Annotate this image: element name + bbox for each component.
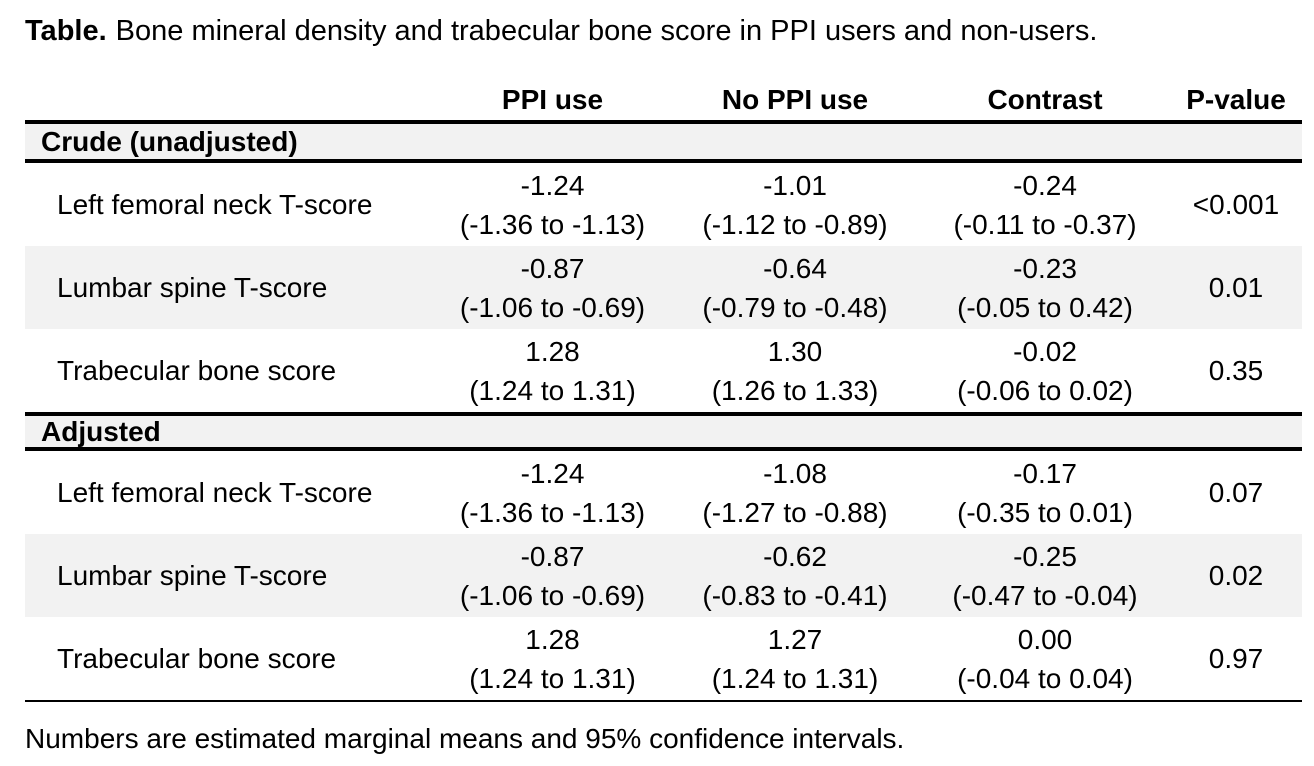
confidence-interval: (-1.27 to -0.88): [702, 496, 888, 528]
estimate-value: -0.17: [1013, 457, 1077, 489]
data-table: PPI use No PPI use Contrast P-value Crud…: [25, 80, 1302, 702]
estimate-value: -0.02: [1013, 335, 1077, 367]
cell-p-value: <0.001: [1192, 188, 1280, 220]
confidence-interval: (-1.12 to -0.89): [702, 208, 888, 240]
cell-ppi-use: 1.28 (1.24 to 1.31): [435, 332, 670, 410]
section-header-crude: Crude (unadjusted): [25, 124, 1302, 163]
cell-contrast: -0.23 (-0.05 to 0.42): [920, 249, 1170, 327]
confidence-interval: (-1.06 to -0.69): [459, 579, 646, 611]
row-label: Trabecular bone score: [57, 354, 337, 386]
cell-p-value: 0.07: [1208, 476, 1264, 508]
cell-p-value: 0.35: [1208, 354, 1264, 386]
table-row: Lumbar spine T-score -0.87 (-1.06 to -0.…: [25, 246, 1302, 329]
cell-p-value: 0.01: [1208, 271, 1264, 303]
estimate-value: -0.23: [1013, 252, 1077, 284]
estimate-value: -1.24: [520, 169, 585, 201]
estimate-value: -0.62: [763, 540, 827, 572]
table-row: Trabecular bone score 1.28 (1.24 to 1.31…: [25, 329, 1302, 412]
estimate-value: 1.28: [525, 623, 580, 655]
cell-no-ppi-use: -1.08 (-1.27 to -0.88): [670, 454, 920, 532]
estimate-value: -0.25: [1013, 540, 1077, 572]
estimate-value: -1.01: [763, 169, 827, 201]
cell-contrast: -0.24 (-0.11 to -0.37): [920, 166, 1170, 244]
table-header-row: PPI use No PPI use Contrast P-value: [25, 80, 1302, 124]
cell-no-ppi-use: -0.64 (-0.79 to -0.48): [670, 249, 920, 327]
confidence-interval: (1.26 to 1.33): [711, 374, 879, 406]
estimate-value: -0.87: [520, 540, 585, 572]
cell-ppi-use: -0.87 (-1.06 to -0.69): [435, 249, 670, 327]
row-label: Trabecular bone score: [57, 642, 337, 674]
estimate-value: 1.30: [767, 335, 823, 367]
row-label: Lumbar spine T-score: [57, 559, 328, 591]
confidence-interval: (-0.05 to 0.42): [957, 291, 1133, 323]
cell-p-value: 0.97: [1208, 642, 1264, 674]
cell-no-ppi-use: 1.30 (1.26 to 1.33): [670, 332, 920, 410]
table-caption: Table. Bone mineral density and trabecula…: [25, 12, 1097, 50]
estimate-value: -0.64: [763, 252, 827, 284]
confidence-interval: (-0.47 to -0.04): [952, 579, 1138, 611]
cell-contrast: -0.02 (-0.06 to 0.02): [920, 332, 1170, 410]
cell-ppi-use: 1.28 (1.24 to 1.31): [435, 620, 670, 698]
cell-ppi-use: -1.24 (-1.36 to -1.13): [435, 454, 670, 532]
estimate-value: 1.27: [767, 623, 823, 655]
cell-ppi-use: -0.87 (-1.06 to -0.69): [435, 537, 670, 615]
cell-contrast: -0.17 (-0.35 to 0.01): [920, 454, 1170, 532]
confidence-interval: (1.24 to 1.31): [469, 374, 636, 406]
cell-p-value: 0.02: [1208, 559, 1264, 591]
estimate-value: 0.00: [1017, 623, 1073, 655]
section-header-adjusted: Adjusted: [25, 412, 1302, 451]
table-row: Left femoral neck T-score -1.24 (-1.36 t…: [25, 451, 1302, 534]
confidence-interval: (-0.11 to -0.37): [953, 208, 1137, 240]
cell-no-ppi-use: 1.27 (1.24 to 1.31): [670, 620, 920, 698]
row-label: Left femoral neck T-score: [57, 188, 373, 220]
row-label: Left femoral neck T-score: [57, 476, 373, 508]
cell-ppi-use: -1.24 (-1.36 to -1.13): [435, 166, 670, 244]
row-label: Lumbar spine T-score: [57, 271, 328, 303]
column-header-contrast: Contrast: [987, 84, 1103, 115]
confidence-interval: (-1.36 to -1.13): [459, 496, 646, 528]
confidence-interval: (1.24 to 1.31): [711, 662, 879, 694]
confidence-interval: (-0.06 to 0.02): [957, 374, 1133, 406]
table-row: Trabecular bone score 1.28 (1.24 to 1.31…: [25, 617, 1302, 702]
estimate-value: -1.24: [520, 457, 585, 489]
table-footnote: Numbers are estimated marginal means and…: [25, 723, 905, 754]
confidence-interval: (-0.79 to -0.48): [702, 291, 888, 323]
confidence-interval: (-0.83 to -0.41): [702, 579, 888, 611]
confidence-interval: (-1.06 to -0.69): [459, 291, 646, 323]
cell-contrast: -0.25 (-0.47 to -0.04): [920, 537, 1170, 615]
estimate-value: -0.24: [1013, 169, 1077, 201]
table-caption-text: Bone mineral density and trabecular bone…: [115, 15, 1098, 47]
column-header-ppi-use: PPI use: [501, 84, 604, 115]
column-header-no-ppi-use: No PPI use: [721, 84, 869, 115]
cell-no-ppi-use: -1.01 (-1.12 to -0.89): [670, 166, 920, 244]
confidence-interval: (-0.04 to 0.04): [957, 662, 1133, 694]
confidence-interval: (1.24 to 1.31): [469, 662, 636, 694]
cell-no-ppi-use: -0.62 (-0.83 to -0.41): [670, 537, 920, 615]
confidence-interval: (-0.35 to 0.01): [957, 496, 1133, 528]
table-row: Lumbar spine T-score -0.87 (-1.06 to -0.…: [25, 534, 1302, 617]
estimate-value: 1.28: [525, 335, 580, 367]
table-row: Left femoral neck T-score -1.24 (-1.36 t…: [25, 163, 1302, 246]
table-caption-label: Table.: [25, 15, 107, 47]
estimate-value: -0.87: [520, 252, 585, 284]
estimate-value: -1.08: [763, 457, 827, 489]
confidence-interval: (-1.36 to -1.13): [459, 208, 646, 240]
column-header-p-value: P-value: [1186, 84, 1286, 115]
cell-contrast: 0.00 (-0.04 to 0.04): [920, 620, 1170, 698]
